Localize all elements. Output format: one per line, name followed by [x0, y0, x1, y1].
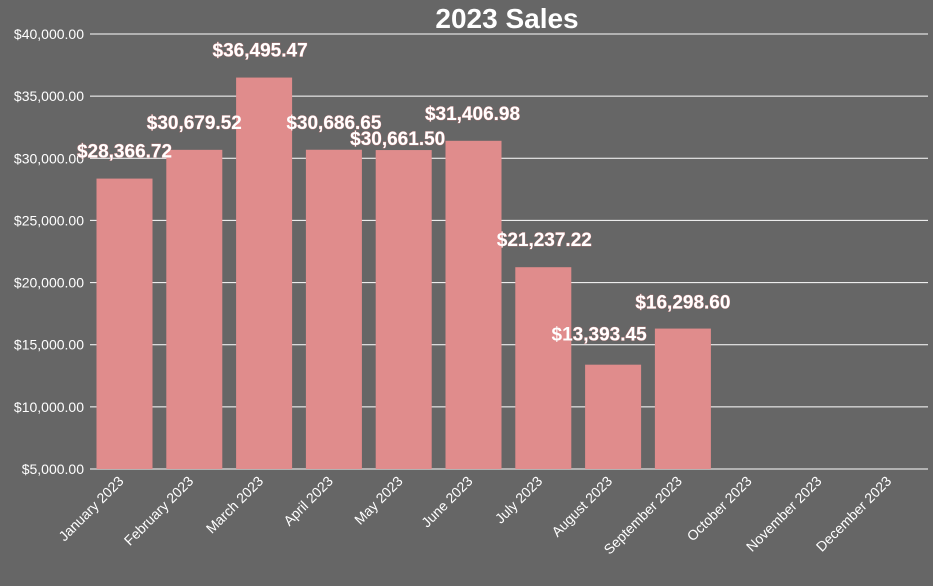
- bar: [236, 77, 293, 469]
- y-tick-label: $20,000.00: [14, 275, 84, 291]
- y-tick-label: $35,000.00: [14, 88, 84, 104]
- data-label: $16,298.60: [635, 293, 730, 314]
- grid-lines: [90, 33, 928, 470]
- data-label: $28,366.72: [77, 142, 172, 163]
- y-axis-tick-labels: $5,000.00 $10,000.00 $15,000.00 $20,000.00 $…: [14, 26, 84, 477]
- bar: [585, 364, 642, 469]
- bars: [96, 77, 711, 470]
- bar: [96, 178, 153, 469]
- data-label: $31,406.98: [425, 104, 520, 125]
- y-tick-label: $10,000.00: [14, 399, 84, 415]
- bar: [445, 140, 502, 470]
- data-label: $30,661.50: [350, 129, 445, 150]
- bar: [166, 149, 223, 469]
- bar: [654, 328, 711, 469]
- bar: [305, 149, 362, 469]
- data-label: $36,495.47: [213, 41, 308, 62]
- y-tick-label: $25,000.00: [14, 212, 84, 228]
- y-tick-label: $15,000.00: [14, 337, 84, 353]
- data-label: $30,686.65: [286, 113, 382, 134]
- chart-title: 2023 Sales: [435, 3, 578, 34]
- y-tick-label: $30,000.00: [14, 150, 84, 166]
- bar: [375, 150, 432, 469]
- bar: [515, 267, 572, 469]
- y-tick-label: $40,000.00: [14, 26, 84, 42]
- y-tick-label: $5,000.00: [22, 461, 84, 477]
- data-label: $21,237.22: [497, 230, 592, 251]
- data-label: $30,679.52: [147, 113, 242, 134]
- data-labels: $28,366.72 $30,679.52 $36,495.47 $30,686.65…: [77, 40, 731, 346]
- data-label: $13,393.45: [552, 325, 648, 346]
